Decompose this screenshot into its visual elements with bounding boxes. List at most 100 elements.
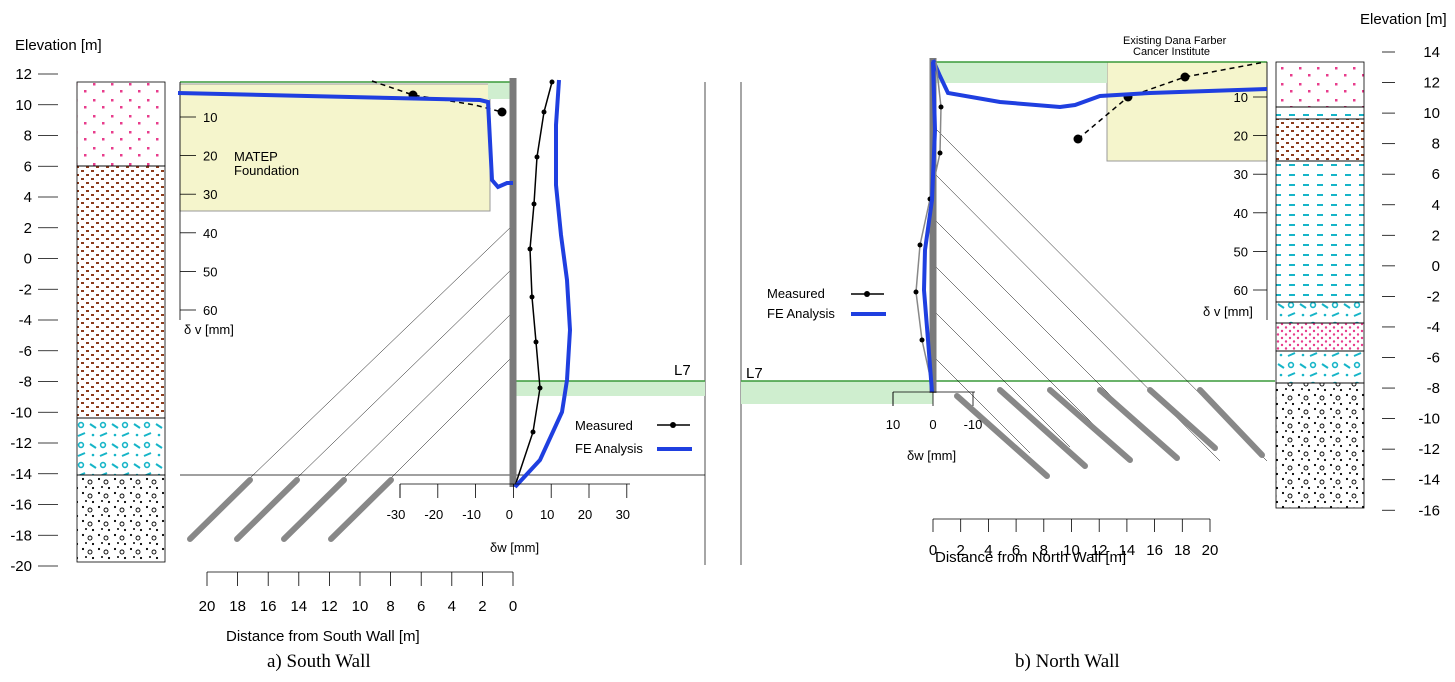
north-distance-ticks: 0 2 4 6 8 10 12 14 16 18 20	[929, 519, 1219, 559]
elevation-label-right: Elevation [m]	[1360, 11, 1447, 28]
north-dv-tick-label: 40	[1234, 206, 1248, 221]
elevation-tick-label: 14	[1423, 44, 1440, 61]
soil-column-north	[1275, 61, 1365, 509]
elevation-tick-label: -6	[1427, 350, 1440, 367]
south-deflection-measured	[514, 79, 555, 487]
elevation-tick-label: 0	[24, 251, 32, 268]
elevation-tick-label: -16	[1418, 502, 1440, 519]
elevation-tick-label: -18	[10, 527, 32, 544]
north-distance-label: Distance from North Wall [m]	[935, 549, 1126, 566]
south-dv-tick-label: 50	[203, 264, 217, 279]
south-dv-tick-label: 40	[203, 226, 217, 241]
north-settlement-measured	[1077, 61, 1266, 140]
elevation-axis-left: 12 10 8 6 4 2 0 -2 -4 -6 -8 -10 -12 -14 -16 -18 -20	[10, 66, 58, 575]
elevation-label-left: Elevation [m]	[15, 37, 102, 54]
north-distance-tick-label: 4	[984, 542, 992, 559]
north-dv-ticks: 10 20 30 40 50 60	[1234, 90, 1267, 298]
elevation-tick-label: -16	[10, 497, 32, 514]
north-distance-tick-label: 20	[1202, 542, 1219, 559]
south-legend-fe: FE Analysis	[575, 441, 643, 456]
north-dv-tick-label: 60	[1234, 283, 1248, 298]
north-distance-tick-label: 12	[1091, 542, 1108, 559]
north-dw-label: δw [mm]	[907, 448, 956, 463]
elevation-tick-label: 8	[24, 128, 32, 145]
north-settlement-fe	[931, 59, 1268, 110]
north-distance-tick-label: 16	[1146, 542, 1163, 559]
elevation-tick-label: 12	[15, 66, 32, 83]
north-dv-tick-label: 10	[1234, 90, 1248, 105]
north-distance-tick-label: 18	[1174, 542, 1191, 559]
north-legend-fe: FE Analysis	[767, 306, 835, 321]
north-level-label: L7	[746, 365, 763, 382]
north-top-band	[933, 62, 1107, 83]
north-distance-tick-label: 14	[1119, 542, 1136, 559]
north-dw-tick-label: 0	[929, 417, 936, 432]
elevation-tick-label: 8	[1432, 136, 1440, 153]
north-l7-band	[741, 381, 933, 404]
north-dv-tick-label: 30	[1234, 167, 1248, 182]
south-dw-tick-label: 0	[506, 507, 513, 522]
elevation-tick-label: -14	[1418, 472, 1440, 489]
elevation-tick-label: 4	[1432, 197, 1440, 214]
south-deflection-fe	[513, 79, 573, 489]
south-dw-tick-label: -30	[387, 507, 406, 522]
south-distance-ticks: 20 18 16 14 12 10 8 6 4 2 0	[199, 572, 517, 615]
south-distance-tick-label: 20	[199, 598, 216, 615]
south-distance-tick-label: 2	[478, 598, 486, 615]
south-distance-tick-label: 14	[290, 598, 307, 615]
south-distance-tick-label: 4	[448, 598, 456, 615]
caption-north-wall: b) North Wall	[1015, 651, 1120, 672]
north-legend-measured: Measured	[767, 286, 825, 301]
south-distance-tick-label: 16	[260, 598, 277, 615]
north-dv-tick-label: 20	[1234, 129, 1248, 144]
south-distance-tick-label: 0	[509, 598, 517, 615]
south-dv-tick-label: 30	[203, 187, 217, 202]
south-distance-label: Distance from South Wall [m]	[226, 628, 420, 645]
elevation-tick-label: 2	[24, 220, 32, 237]
south-dv-ticks: 10 20 30 40 50 60	[180, 110, 217, 318]
north-distance-tick-label: 2	[957, 542, 965, 559]
elevation-tick-label: 12	[1423, 75, 1440, 92]
north-legend: Measured FE Analysis	[767, 286, 886, 321]
south-level-label: L7	[674, 362, 691, 379]
south-dw-tick-label: -20	[424, 507, 443, 522]
north-distance-tick-label: 0	[929, 542, 937, 559]
north-distance-tick-label: 8	[1040, 542, 1048, 559]
south-distance-tick-label: 10	[352, 598, 369, 615]
elevation-tick-label: -10	[10, 404, 32, 421]
south-dw-label: δw [mm]	[490, 540, 539, 555]
elevation-axis-right: 14 12 10 8 6 4 2 0 -2 -4 -6 -8 -10 -12 -14 -16	[1382, 44, 1440, 519]
south-dv-label: δ v [mm]	[184, 322, 234, 337]
north-anchors	[932, 125, 1268, 479]
building-label-2: Cancer Institute	[1133, 46, 1210, 58]
elevation-tick-label: -4	[1427, 319, 1440, 336]
south-distance-tick-label: 8	[386, 598, 394, 615]
elevation-tick-label: 10	[15, 97, 32, 114]
south-anchors	[187, 224, 514, 542]
north-dv-label: δ v [mm]	[1203, 304, 1253, 319]
south-dw-tick-label: 20	[578, 507, 592, 522]
soil-column-south	[76, 81, 166, 563]
building-label-1: Existing Dana Farber	[1123, 35, 1227, 47]
north-distance-tick-label: 6	[1012, 542, 1020, 559]
north-deflection-measured	[913, 61, 944, 391]
elevation-tick-label: -12	[1418, 441, 1440, 458]
elevation-tick-label: 6	[24, 158, 32, 175]
elevation-tick-label: 4	[24, 189, 32, 206]
elevation-tick-label: -4	[19, 312, 32, 329]
south-legend: Measured FE Analysis	[575, 418, 692, 456]
north-dw-tick-label: -10	[964, 417, 983, 432]
elevation-tick-label: -2	[1427, 288, 1440, 305]
north-distance-tick-label: 10	[1063, 542, 1080, 559]
south-dw-tick-label: -10	[462, 507, 481, 522]
elevation-tick-label: 10	[1423, 105, 1440, 122]
north-dv-tick-label: 50	[1234, 244, 1248, 259]
south-top-band	[488, 82, 513, 99]
elevation-tick-label: -6	[19, 343, 32, 360]
south-distance-tick-label: 6	[417, 598, 425, 615]
north-deflection-fe	[921, 61, 938, 393]
north-dw-tick-label: 10	[886, 417, 900, 432]
elevation-tick-label: -10	[1418, 411, 1440, 428]
south-legend-measured: Measured	[575, 418, 633, 433]
